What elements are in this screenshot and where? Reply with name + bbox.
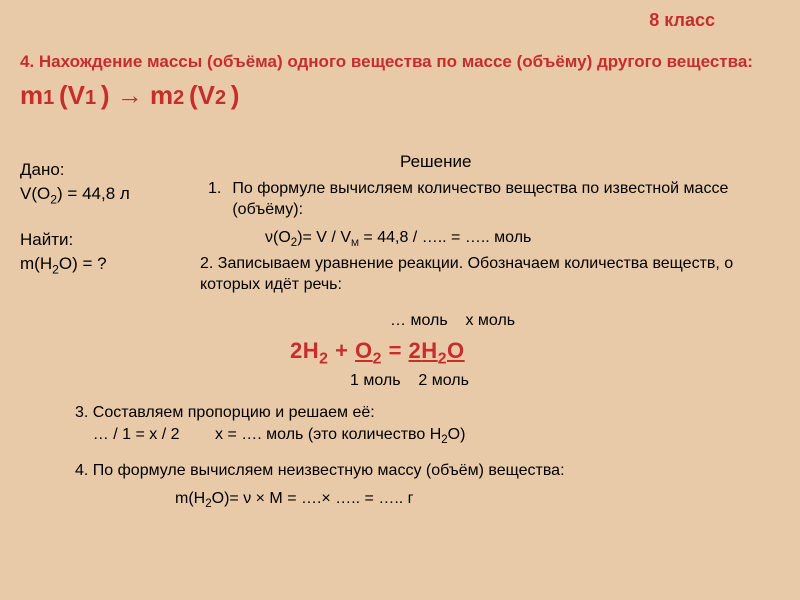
find-sub: 2	[52, 262, 59, 276]
step4-text: 4. По формуле вычисляем неизвестную масс…	[75, 460, 730, 482]
s4b: O)= ν × M = ….× ….. = ….. г	[212, 490, 414, 507]
step3-line2: … / 1 = x / 2 x = …. моль (это количеств…	[75, 424, 750, 448]
eq-o2: 2	[373, 350, 382, 367]
eq-h2o-o: O	[447, 338, 465, 363]
title-prefix: 4. Нахождение массы (объёма) одного веще…	[20, 52, 753, 71]
s1fb: )= V / V	[297, 229, 351, 246]
mol-top: … моль x моль	[390, 312, 515, 330]
step4-formula: m(H2O)= ν × M = ….× ….. = ….. г	[175, 488, 730, 512]
mol-bot-b: 2 моль	[418, 372, 469, 389]
eq-h2o-h: H	[421, 338, 437, 363]
find-line: m(H2O) = ?	[20, 252, 107, 279]
step1-num: 1.	[208, 180, 221, 197]
s3c: O)	[448, 426, 466, 443]
grade-label: 8 класс	[649, 10, 715, 31]
s1fc: = 44,8 / ….. = ….. моль	[359, 229, 531, 246]
mol-bot-a: 1 моль	[350, 372, 401, 389]
title-m1: m	[20, 80, 43, 110]
title-m2sub: 2	[173, 87, 184, 109]
find-label: Найти:	[20, 228, 107, 252]
step1-text: По формуле вычисляем количество вещества…	[232, 180, 728, 218]
task-title: 4. Нахождение массы (объёма) одного веще…	[20, 48, 760, 117]
find-a: m(H	[20, 254, 52, 273]
eq-2b: 2	[409, 338, 422, 363]
step-2: 2. Записываем уравнение реакции. Обознач…	[200, 254, 750, 296]
s4a: m(H	[175, 490, 205, 507]
eq-2a: 2	[290, 338, 303, 363]
mol-top-a: … моль	[390, 312, 448, 329]
equation: 2H2 + O2 = 2H2O	[290, 338, 465, 368]
given-label: Дано:	[20, 158, 130, 182]
eq-eq: =	[382, 338, 409, 363]
title-v1: (V	[59, 80, 85, 110]
solution-header: Решение	[400, 152, 471, 172]
mol-top-b: x моль	[465, 312, 515, 329]
step2-text: 2. Записываем уравнение реакции. Обознач…	[200, 255, 733, 293]
eq-o: O	[355, 338, 373, 363]
given-block: Дано: V(O2) = 44,8 л	[20, 158, 130, 208]
title-v2: (V	[189, 80, 215, 110]
eq-h2o-2: 2	[438, 350, 447, 367]
title-v2sub: 2	[215, 87, 226, 109]
step3-line1: 3. Составляем пропорцию и решаем её:	[75, 402, 750, 424]
eq-h: H	[303, 338, 319, 363]
find-block: Найти: m(H2O) = ?	[20, 228, 107, 278]
s1fm: M	[351, 238, 359, 249]
step-1: 1. По формуле вычисляем количество вещес…	[205, 176, 750, 251]
title-arrow: ) →	[101, 80, 150, 110]
title-close: )	[231, 80, 240, 110]
s3a: … / 1 = x / 2	[93, 426, 180, 443]
title-m2: m	[150, 80, 173, 110]
step-4: 4. По формуле вычисляем неизвестную масс…	[75, 460, 730, 513]
given-a: V(O	[20, 184, 50, 203]
title-m1sub: 1	[43, 87, 54, 109]
mol-bottom: 1 моль 2 моль	[350, 372, 469, 390]
eq-plus: +	[328, 338, 355, 363]
given-b: ) = 44,8 л	[57, 184, 130, 203]
s1fa: ν(O	[265, 229, 291, 246]
title-v1sub: 1	[85, 87, 96, 109]
s3b: x = …. моль (это количество H	[215, 426, 441, 443]
step-3: 3. Составляем пропорцию и решаем её: … /…	[75, 402, 750, 449]
given-line: V(O2) = 44,8 л	[20, 182, 130, 209]
step1-formula: ν(O2)= V / VM = 44,8 / ….. = ….. моль	[265, 228, 750, 251]
find-b: O) = ?	[59, 254, 107, 273]
